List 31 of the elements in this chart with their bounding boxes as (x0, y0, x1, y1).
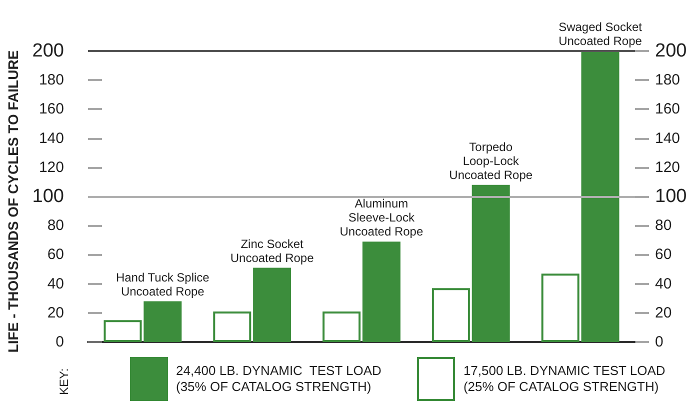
x-tick-label: Aluminum Sleeve-Lock Uncoated Rope (340, 196, 424, 239)
y-tick-label: 60 (47, 246, 64, 264)
x-tick-label: Swaged Socket Uncoated Rope (558, 20, 643, 48)
legend-title: KEY: (57, 368, 71, 395)
y-tick-label: 40 (47, 275, 64, 292)
x-tick-label: Torpedo Loop-Lock Uncoated Rope (449, 140, 533, 182)
y-axis-title: LIFE - THOUSANDS OF CYCLES TO FAILURE (5, 50, 21, 353)
y2-tick-label: 140 (655, 130, 680, 147)
x-tick-label: Hand Tuck Splice Uncoated Rope (116, 270, 210, 298)
y2-tick-label: 160 (655, 100, 680, 118)
series-label: 17,500 LB. DYNAMIC TEST LOAD (25% OF CATALOG STRENGTH) (463, 363, 666, 395)
y-tick-label: 80 (47, 217, 64, 234)
y2-tick-label: 180 (655, 72, 680, 89)
y2-tick-label: 20 (655, 304, 672, 322)
y2-tick-label: 80 (655, 217, 672, 234)
x-tick-label: Zinc Socket Uncoated Rope (230, 236, 314, 265)
y-tick-label: 20 (47, 304, 64, 322)
y-tick-label: 0 (56, 334, 64, 350)
y-tick-label: 140 (38, 130, 64, 147)
y-tick-label: 160 (38, 100, 64, 118)
y2-tick-label: 40 (655, 275, 672, 292)
y2-tick-label: 100 (655, 186, 687, 207)
series-label: 24,400 LB. DYNAMIC TEST LOAD (35% OF CATALOG STRENGTH) (176, 363, 382, 395)
y-tick-label: 200 (32, 40, 64, 62)
y-tick-label: 180 (38, 72, 64, 89)
y2-tick-label: 120 (655, 158, 680, 176)
y2-tick-label: 200 (655, 40, 687, 62)
y2-tick-label: 0 (655, 334, 664, 350)
y-tick-label: 120 (38, 158, 64, 176)
y-tick-label: 100 (32, 186, 64, 207)
y2-tick-label: 60 (655, 246, 672, 264)
